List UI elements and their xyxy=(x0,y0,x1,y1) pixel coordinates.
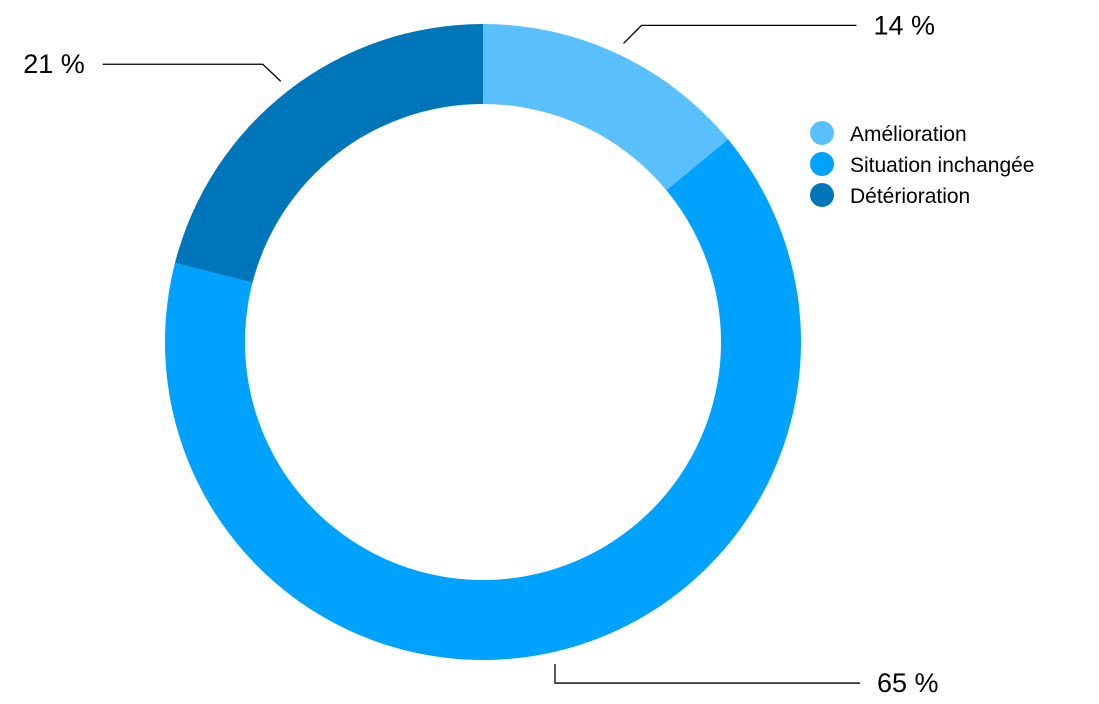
legend: Amélioration Situation inchangée Détériora… xyxy=(810,121,1034,208)
slice-amelioration xyxy=(483,24,729,191)
donut-slices xyxy=(164,23,802,661)
slice-deterioration xyxy=(174,23,484,283)
legend-label-situation-inchangee: Situation inchangée xyxy=(850,154,1034,177)
data-label-situation-inchangee: 65 % xyxy=(877,668,939,698)
legend-label-deterioration: Détérioration xyxy=(850,185,970,208)
legend-label-amelioration: Amélioration xyxy=(850,123,967,146)
legend-swatch-situation-inchangee xyxy=(810,152,834,176)
data-label-deterioration: 21 % xyxy=(23,49,85,79)
leader-line-amelioration xyxy=(623,24,857,44)
leader-line-situation-inchangee xyxy=(554,664,860,684)
data-labels: 14 % 65 % 21 % xyxy=(23,10,938,698)
slice-situation-inchangee xyxy=(164,139,802,661)
label-leaders xyxy=(102,24,860,684)
leader-line-deterioration xyxy=(102,63,282,82)
legend-swatch-deterioration xyxy=(810,183,834,207)
legend-swatch-amelioration xyxy=(810,121,834,145)
data-label-amelioration: 14 % xyxy=(874,10,936,40)
